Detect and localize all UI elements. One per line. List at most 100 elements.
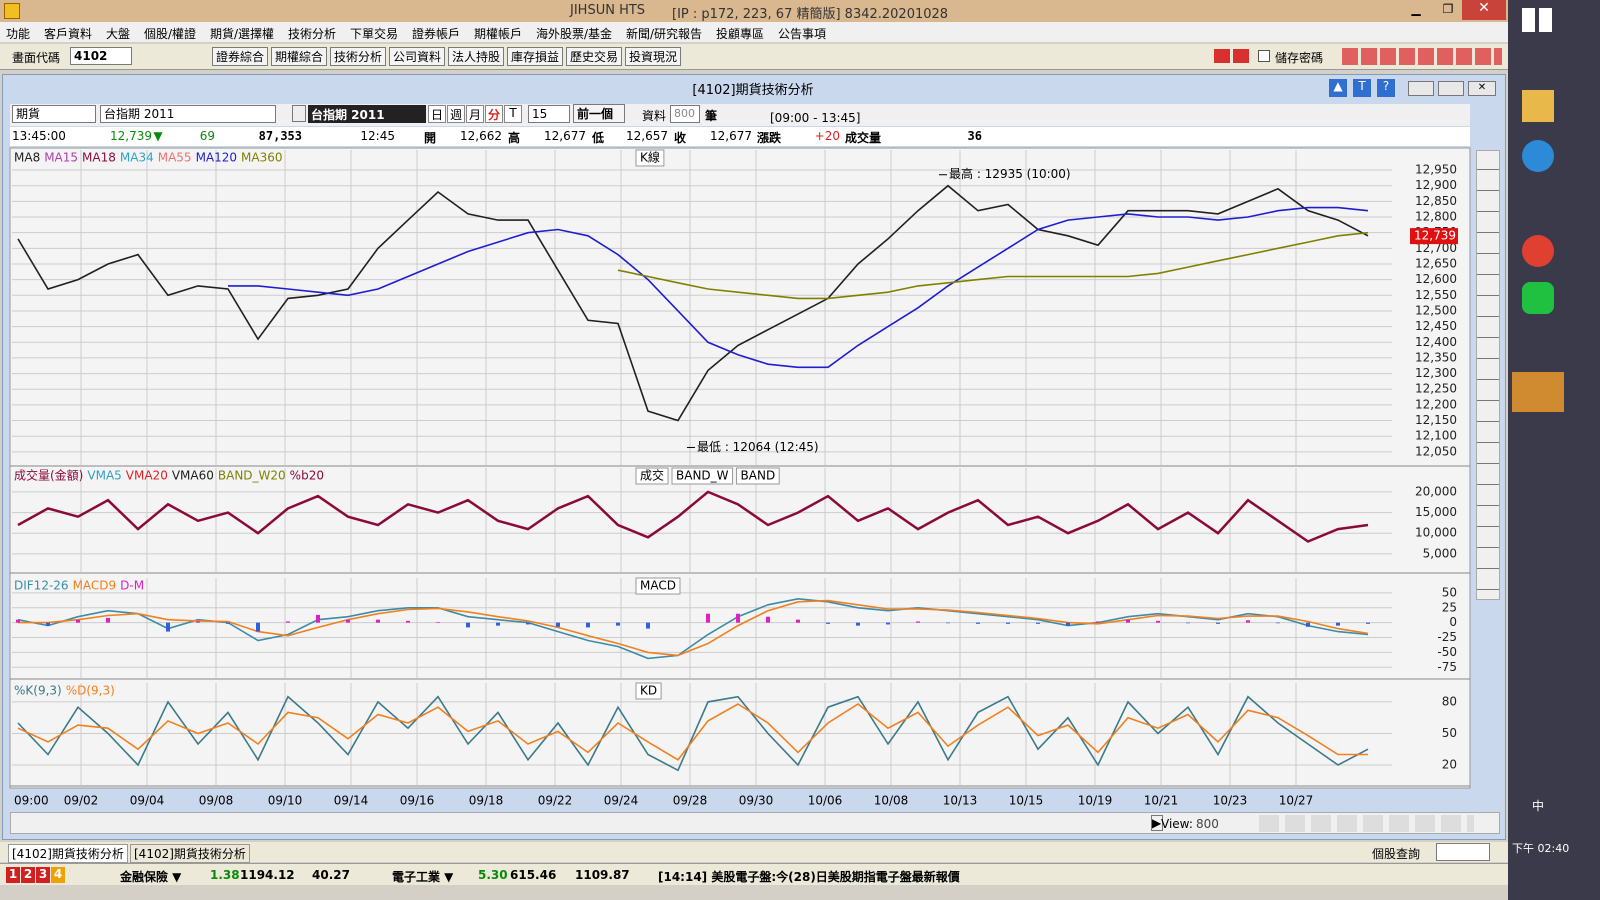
count-input[interactable]: 800 — [670, 105, 700, 123]
toolbar-button[interactable]: 公司資料 — [389, 47, 446, 66]
histogram-bar — [826, 622, 830, 624]
toolbar-button[interactable]: 期權綜合 — [271, 47, 328, 66]
prev-button[interactable]: 前一個 — [573, 104, 625, 123]
toolbar-button[interactable]: 庫存損益 — [507, 47, 564, 66]
toolbar-button[interactable]: 法人持股 — [448, 47, 505, 66]
legend-item: VMA60 — [172, 469, 214, 483]
histogram-bar — [496, 622, 500, 626]
app-icon — [4, 3, 20, 19]
annotation: 最低 : 12064 (12:45) — [697, 440, 819, 454]
query-input[interactable] — [1436, 843, 1490, 861]
task-hts[interactable] — [1512, 372, 1564, 412]
period-button[interactable]: T — [504, 105, 522, 123]
y-tick-label: 12,200 — [1415, 397, 1457, 411]
period-button[interactable]: 月 — [466, 105, 484, 123]
win-min[interactable] — [1408, 81, 1434, 96]
scroll-right[interactable]: ▶ — [1151, 815, 1163, 831]
y-tick-label: 0 — [1449, 615, 1457, 629]
legend-item: D-M — [120, 579, 144, 593]
minute-select[interactable]: 15 — [528, 105, 570, 123]
win-close[interactable]: ✕ — [1468, 81, 1496, 96]
page-num[interactable]: 2 — [21, 867, 35, 883]
menu-item[interactable]: 客戶資料 — [44, 27, 93, 41]
histogram-bar — [796, 619, 800, 623]
annotation: 最高 : 12935 (10:00) — [949, 166, 1071, 181]
panel-title-box — [635, 577, 681, 595]
toolbar-button[interactable]: 技術分析 — [330, 47, 387, 66]
histogram-bar — [436, 622, 440, 623]
menu-item[interactable]: 下單交易 — [350, 27, 399, 41]
menu-item[interactable]: 新聞/研究報告 — [626, 27, 703, 41]
y-tick-label: 12,150 — [1415, 413, 1457, 427]
search-btn[interactable] — [292, 105, 306, 122]
x-tick-label: 09/16 — [400, 794, 435, 808]
kind-select[interactable]: 期貨 — [12, 105, 96, 123]
menu-item[interactable]: 大盤 — [106, 27, 131, 41]
code-input[interactable]: 4102 — [70, 47, 132, 65]
save-pwd-checkbox[interactable] — [1258, 50, 1270, 62]
drawing-tools[interactable] — [1476, 150, 1500, 600]
toolbar-button[interactable]: 歷史交易 — [566, 47, 623, 66]
series-line — [17, 184, 1369, 422]
quote-field: 13:45:00 — [12, 129, 66, 143]
tool-icons[interactable] — [1342, 48, 1502, 65]
win-help[interactable]: ? — [1377, 79, 1395, 97]
window-tab[interactable]: [4102]期貨技術分析 — [130, 844, 250, 863]
y-tick-label: 12,300 — [1415, 366, 1457, 380]
legend-item: BAND_W20 — [218, 469, 286, 483]
quote-field: 收 — [674, 131, 687, 145]
close-button[interactable]: ✕ — [1462, 0, 1506, 20]
product-select[interactable]: 台指期 2011 — [100, 105, 276, 123]
panel-title: KD — [640, 684, 657, 698]
period-button[interactable]: 週 — [447, 105, 465, 123]
menu-item[interactable]: 期貨/選擇權 — [210, 27, 275, 41]
restore-button[interactable]: ❐ — [1442, 2, 1454, 16]
period-button[interactable]: 分 — [485, 105, 503, 123]
page-num[interactable]: 4 — [51, 867, 65, 883]
toolbar-button[interactable]: 投資現況 — [625, 47, 682, 66]
view-tools[interactable] — [1259, 815, 1474, 832]
window-tab[interactable]: [4102]期貨技術分析 — [8, 844, 128, 863]
menu-item[interactable]: 個股/權證 — [144, 27, 197, 41]
win-up[interactable]: ▲ — [1329, 79, 1347, 97]
y-tick-label: -25 — [1437, 630, 1457, 644]
task-line[interactable] — [1522, 282, 1554, 314]
start-button[interactable] — [1522, 8, 1552, 32]
ticker-item: 40.27 — [312, 868, 350, 882]
page-num[interactable]: 3 — [36, 867, 50, 883]
menu-item[interactable]: 技術分析 — [288, 27, 337, 41]
task-chrome[interactable] — [1522, 235, 1554, 267]
nav-next[interactable] — [1233, 49, 1249, 63]
y-tick-label: 5,000 — [1423, 546, 1457, 560]
panel-title: MACD — [640, 579, 676, 593]
menu-item[interactable]: 海外股票/基金 — [536, 27, 613, 41]
quote-field: 12,657 — [626, 129, 668, 143]
quote-row: 13:45:00 12,739 ▼ 69 87,353 12:45 開 12,662 高 12,6… — [10, 127, 1470, 146]
task-explorer[interactable] — [1522, 90, 1554, 122]
app-titlebar: JIHSUN HTS [IP : p172, 223, 67 精簡版] 8342… — [0, 0, 1508, 22]
page-num[interactable]: 1 — [6, 867, 20, 883]
y-tick-label: 12,400 — [1415, 335, 1457, 349]
save-pwd-label: 儲存密碼 — [1275, 51, 1324, 65]
histogram-bar — [1306, 622, 1310, 627]
menu-item[interactable]: 證券帳戶 — [412, 27, 461, 41]
ticker-item: 1109.87 — [575, 868, 630, 882]
period-button[interactable]: 日 — [428, 105, 446, 123]
menu-item[interactable]: 期權帳戶 — [474, 27, 523, 41]
minimize-button[interactable]: ▁ — [1411, 2, 1421, 16]
nav-prev[interactable] — [1214, 49, 1230, 63]
task-ie[interactable] — [1522, 140, 1554, 172]
histogram-bar — [1126, 619, 1130, 623]
panel-title-box — [635, 467, 669, 485]
series-line — [617, 231, 1369, 300]
legend-item: %D(9,3) — [66, 684, 115, 698]
y-tick-label: 12,900 — [1415, 178, 1457, 192]
quote-field: +20 — [814, 129, 840, 143]
ticker-item: 電子工業 ▼ — [392, 870, 454, 884]
menu-item[interactable]: 投顧專區 — [716, 27, 765, 41]
win-t[interactable]: T — [1353, 79, 1371, 97]
win-max[interactable] — [1438, 81, 1464, 96]
menu-item[interactable]: 公告事項 — [778, 27, 827, 41]
menu-item[interactable]: 功能 — [6, 27, 31, 41]
toolbar-button[interactable]: 證券綜合 — [212, 47, 269, 66]
